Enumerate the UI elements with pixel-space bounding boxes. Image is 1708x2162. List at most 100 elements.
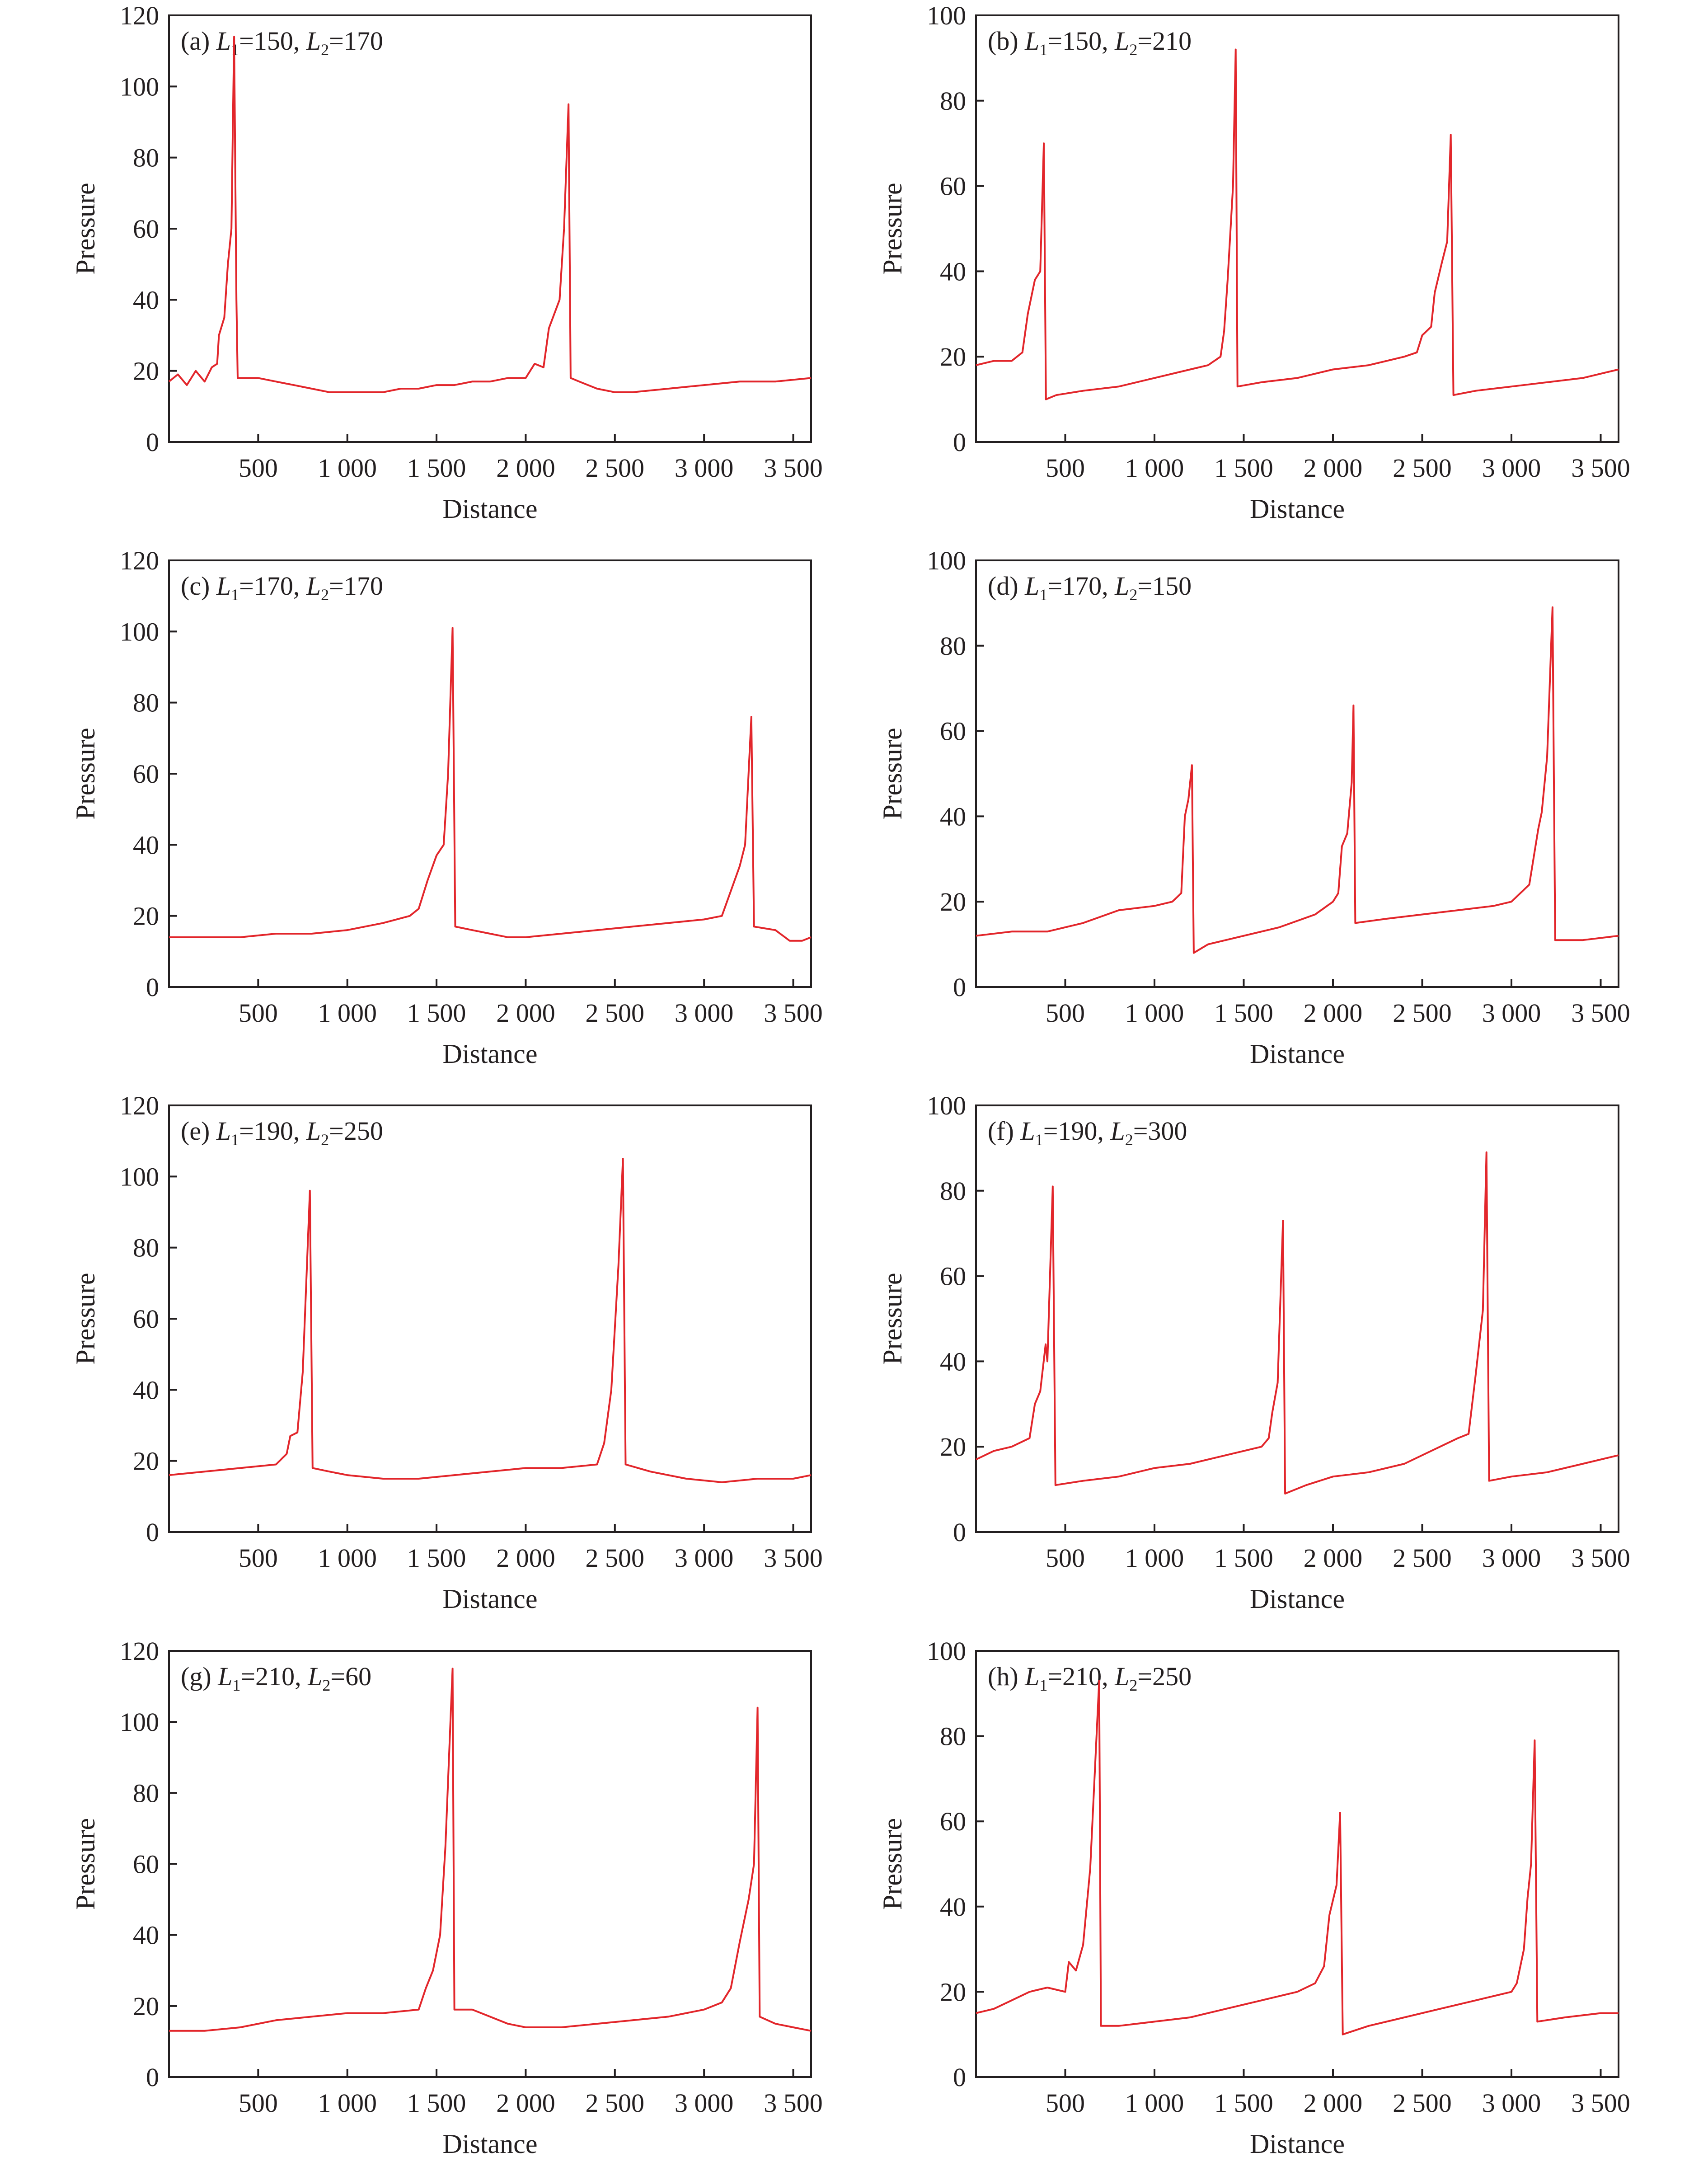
y-tick-label: 40 [133, 1375, 159, 1405]
y-axis-label: Pressure [877, 728, 907, 819]
y-tick-label: 0 [146, 428, 159, 457]
x-tick-label: 1 500 [407, 2088, 466, 2118]
plot-frame [975, 14, 1619, 443]
y-axis-label: Pressure [70, 1818, 100, 1910]
y-tick-label: 20 [940, 887, 966, 916]
y-tick-label: 80 [133, 688, 159, 718]
y-tick-label: 40 [133, 830, 159, 860]
x-axis-label: Distance [1250, 1584, 1345, 1614]
y-tick-label: 100 [927, 1, 966, 30]
y-axis-label: Pressure [877, 1818, 907, 1910]
y-tick-label: 100 [120, 72, 159, 101]
chart-panel-a: 500 1 000 1 500 2 000 2 500 3 000 3 500 0 20 40 60… [70, 1, 823, 524]
plot-frame [168, 14, 812, 443]
y-tick-label: 80 [940, 1176, 966, 1206]
y-tick-label: 0 [953, 2063, 966, 2092]
x-tick-label: 500 [239, 2088, 278, 2118]
x-axis-label: Distance [443, 494, 538, 524]
series-line [169, 1158, 812, 1483]
x-tick-label: 2 500 [586, 1543, 645, 1573]
x-tick-label: 2 500 [586, 453, 645, 483]
chart-panel-g: 500 1 000 1 500 2 000 2 500 3 000 3 500 0 20 40 60… [70, 1636, 823, 2159]
y-tick-label: 60 [940, 1807, 966, 1836]
y-tick-label: 20 [133, 1992, 159, 2021]
y-axis-label: Pressure [877, 183, 907, 274]
plot-frame [168, 559, 812, 988]
x-tick-label: 3 000 [1482, 453, 1541, 483]
panel-label: (c) L1=170, L2=170 [181, 571, 383, 604]
x-tick-label: 1 500 [407, 453, 466, 483]
x-tick-label: 1 000 [318, 453, 377, 483]
x-axis-label: Distance [443, 2129, 538, 2159]
chart-panel-b: 500 1 000 1 500 2 000 2 500 3 000 3 500 0 20 40 60… [877, 1, 1630, 524]
x-tick-label: 3 000 [1482, 2088, 1541, 2118]
panel-label: (a) L1=150, L2=170 [181, 26, 383, 59]
y-tick-label: 120 [120, 546, 159, 575]
x-tick-label: 2 500 [1393, 453, 1452, 483]
x-tick-label: 3 500 [764, 2088, 823, 2118]
x-axis-label: Distance [1250, 2129, 1345, 2159]
y-tick-label: 40 [940, 1347, 966, 1376]
panel-label: (f) L1=190, L2=300 [988, 1116, 1187, 1149]
y-tick-label: 0 [953, 1518, 966, 1547]
y-tick-label: 20 [940, 1977, 966, 2007]
plot-frame [168, 1650, 812, 2078]
y-tick-label: 100 [120, 617, 159, 646]
x-axis-label: Distance [1250, 1039, 1345, 1069]
y-tick-label: 0 [953, 428, 966, 457]
x-tick-label: 1 000 [1125, 453, 1184, 483]
x-tick-label: 3 500 [1571, 1543, 1630, 1573]
x-tick-label: 500 [239, 453, 278, 483]
plot-frame [975, 1104, 1619, 1533]
y-tick-label: 80 [940, 1722, 966, 1751]
x-tick-label: 3 000 [675, 1543, 734, 1573]
x-tick-label: 2 000 [1304, 453, 1363, 483]
y-tick-label: 80 [940, 86, 966, 116]
plot-frame [975, 1650, 1619, 2078]
chart-panel-h: 500 1 000 1 500 2 000 2 500 3 000 3 500 0 20 40 60… [877, 1636, 1630, 2159]
x-tick-label: 2 000 [496, 2088, 555, 2118]
y-axis-label: Pressure [70, 728, 100, 819]
panel-label: (b) L1=150, L2=210 [988, 26, 1192, 59]
chart-panel-f: 500 1 000 1 500 2 000 2 500 3 000 3 500 0 20 40 60… [877, 1091, 1630, 1614]
y-tick-label: 40 [940, 802, 966, 831]
y-tick-label: 80 [133, 143, 159, 173]
x-tick-label: 1 000 [1125, 2088, 1184, 2118]
y-tick-label: 100 [927, 1091, 966, 1120]
y-tick-label: 40 [133, 285, 159, 315]
x-axis-label: Distance [1250, 494, 1345, 524]
x-tick-label: 2 500 [1393, 998, 1452, 1028]
x-axis-label: Distance [443, 1039, 538, 1069]
x-tick-label: 3 000 [1482, 1543, 1541, 1573]
x-tick-label: 3 500 [1571, 2088, 1630, 2118]
x-tick-label: 3 500 [764, 1543, 823, 1573]
chart-panel-d: 500 1 000 1 500 2 000 2 500 3 000 3 500 0 20 40 60… [877, 546, 1630, 1069]
y-tick-label: 40 [940, 257, 966, 286]
y-axis-label: Pressure [70, 183, 100, 274]
y-tick-label: 0 [146, 2063, 159, 2092]
y-tick-label: 100 [927, 546, 966, 575]
y-tick-label: 20 [940, 342, 966, 371]
y-tick-label: 60 [133, 1304, 159, 1334]
x-tick-label: 1 000 [318, 1543, 377, 1573]
series-line [169, 627, 812, 942]
y-tick-label: 0 [146, 973, 159, 1002]
x-tick-label: 1 500 [407, 998, 466, 1028]
y-tick-label: 0 [146, 1518, 159, 1547]
x-tick-label: 500 [1046, 998, 1085, 1028]
series-line [976, 1151, 1619, 1495]
x-tick-label: 3 000 [1482, 998, 1541, 1028]
x-tick-label: 3 000 [675, 2088, 734, 2118]
x-tick-label: 1 500 [407, 1543, 466, 1573]
panel-label: (e) L1=190, L2=250 [181, 1116, 383, 1149]
chart-panel-e: 500 1 000 1 500 2 000 2 500 3 000 3 500 0 20 40 60… [70, 1091, 823, 1614]
series-line [169, 1668, 812, 2032]
x-tick-label: 1 500 [1214, 453, 1273, 483]
y-tick-label: 60 [133, 214, 159, 244]
y-tick-label: 100 [120, 1707, 159, 1737]
series-line [976, 48, 1619, 400]
x-tick-label: 2 000 [1304, 2088, 1363, 2118]
y-tick-label: 20 [133, 902, 159, 931]
x-tick-label: 2 000 [1304, 1543, 1363, 1573]
